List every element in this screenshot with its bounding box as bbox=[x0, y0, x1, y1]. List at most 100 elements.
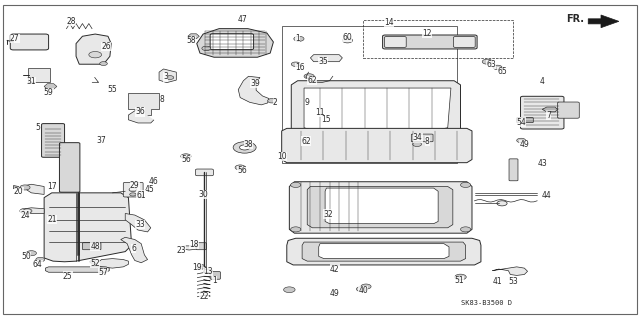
Circle shape bbox=[202, 46, 211, 50]
Text: 61: 61 bbox=[136, 190, 146, 200]
Text: 65: 65 bbox=[497, 67, 507, 76]
Text: 45: 45 bbox=[145, 185, 154, 194]
Text: 24: 24 bbox=[20, 211, 30, 219]
FancyBboxPatch shape bbox=[42, 123, 65, 157]
Text: 59: 59 bbox=[44, 88, 54, 97]
Text: 40: 40 bbox=[358, 286, 368, 295]
Circle shape bbox=[294, 36, 304, 41]
Circle shape bbox=[361, 284, 371, 289]
Circle shape bbox=[291, 182, 301, 188]
Circle shape bbox=[23, 209, 32, 213]
Circle shape bbox=[319, 112, 327, 115]
Text: 42: 42 bbox=[330, 264, 339, 274]
Text: 17: 17 bbox=[47, 182, 56, 191]
Polygon shape bbox=[44, 193, 132, 262]
Text: 37: 37 bbox=[97, 136, 106, 145]
FancyBboxPatch shape bbox=[10, 34, 49, 50]
Text: FR.: FR. bbox=[566, 14, 584, 24]
Polygon shape bbox=[302, 242, 466, 261]
Circle shape bbox=[461, 182, 470, 188]
Polygon shape bbox=[492, 267, 527, 275]
Text: 28: 28 bbox=[66, 17, 76, 26]
Text: 57: 57 bbox=[98, 268, 108, 277]
Text: 29: 29 bbox=[130, 181, 140, 190]
Text: 46: 46 bbox=[149, 177, 159, 186]
Text: 18: 18 bbox=[189, 240, 199, 249]
Text: 63: 63 bbox=[486, 60, 496, 69]
Polygon shape bbox=[13, 186, 19, 189]
Polygon shape bbox=[195, 265, 205, 269]
Circle shape bbox=[130, 193, 136, 196]
Polygon shape bbox=[25, 184, 44, 195]
Polygon shape bbox=[182, 246, 197, 250]
Text: 49: 49 bbox=[330, 289, 340, 298]
Polygon shape bbox=[325, 188, 438, 224]
Polygon shape bbox=[95, 259, 129, 268]
Polygon shape bbox=[76, 34, 111, 64]
Text: 8: 8 bbox=[160, 95, 164, 104]
FancyBboxPatch shape bbox=[294, 139, 311, 146]
Text: 10: 10 bbox=[277, 152, 287, 161]
FancyBboxPatch shape bbox=[210, 34, 253, 50]
FancyBboxPatch shape bbox=[385, 37, 406, 48]
Circle shape bbox=[304, 74, 314, 79]
Text: 49: 49 bbox=[520, 140, 529, 149]
Circle shape bbox=[90, 259, 100, 264]
Polygon shape bbox=[25, 208, 44, 213]
Circle shape bbox=[20, 208, 30, 213]
Circle shape bbox=[413, 142, 422, 146]
Text: 13: 13 bbox=[204, 267, 213, 276]
Text: 20: 20 bbox=[14, 187, 24, 196]
Text: 44: 44 bbox=[542, 190, 552, 200]
Circle shape bbox=[268, 99, 276, 103]
Circle shape bbox=[239, 145, 250, 150]
Polygon shape bbox=[44, 84, 57, 89]
Text: 9: 9 bbox=[305, 98, 310, 107]
Circle shape bbox=[26, 251, 36, 256]
FancyBboxPatch shape bbox=[196, 243, 206, 250]
Polygon shape bbox=[291, 81, 461, 145]
Text: 54: 54 bbox=[516, 117, 526, 127]
Circle shape bbox=[516, 138, 525, 143]
Text: 51: 51 bbox=[454, 276, 464, 285]
Text: 4: 4 bbox=[540, 77, 545, 86]
Circle shape bbox=[342, 38, 353, 43]
Polygon shape bbox=[319, 244, 449, 259]
Text: 55: 55 bbox=[108, 85, 117, 94]
Text: 38: 38 bbox=[244, 140, 253, 149]
Text: 27: 27 bbox=[10, 34, 20, 43]
Text: 11: 11 bbox=[316, 108, 324, 117]
Polygon shape bbox=[289, 182, 472, 233]
Circle shape bbox=[493, 65, 502, 70]
Text: 1: 1 bbox=[295, 34, 300, 43]
Text: 26: 26 bbox=[101, 42, 111, 51]
Text: 30: 30 bbox=[199, 190, 209, 199]
Circle shape bbox=[180, 154, 191, 159]
Text: 12: 12 bbox=[422, 29, 432, 38]
FancyBboxPatch shape bbox=[509, 159, 518, 181]
Text: 52: 52 bbox=[90, 259, 100, 268]
Text: 50: 50 bbox=[21, 252, 31, 261]
Polygon shape bbox=[45, 267, 109, 272]
Text: 60: 60 bbox=[342, 33, 353, 42]
Circle shape bbox=[497, 201, 507, 206]
Circle shape bbox=[461, 227, 470, 232]
FancyBboxPatch shape bbox=[520, 96, 564, 129]
Polygon shape bbox=[310, 55, 342, 62]
Polygon shape bbox=[159, 69, 176, 83]
Text: 64: 64 bbox=[33, 260, 43, 270]
Text: 35: 35 bbox=[318, 57, 328, 66]
Text: 39: 39 bbox=[250, 79, 260, 88]
Text: 8: 8 bbox=[425, 137, 429, 145]
Text: 15: 15 bbox=[321, 115, 331, 124]
Circle shape bbox=[129, 188, 137, 192]
Text: 16: 16 bbox=[295, 63, 305, 72]
Text: 56: 56 bbox=[237, 166, 247, 175]
Text: 33: 33 bbox=[135, 220, 145, 229]
Text: 58: 58 bbox=[186, 36, 196, 45]
Text: 47: 47 bbox=[237, 15, 247, 24]
Circle shape bbox=[295, 94, 304, 98]
Polygon shape bbox=[129, 109, 154, 123]
FancyBboxPatch shape bbox=[412, 134, 433, 142]
FancyBboxPatch shape bbox=[124, 182, 143, 197]
